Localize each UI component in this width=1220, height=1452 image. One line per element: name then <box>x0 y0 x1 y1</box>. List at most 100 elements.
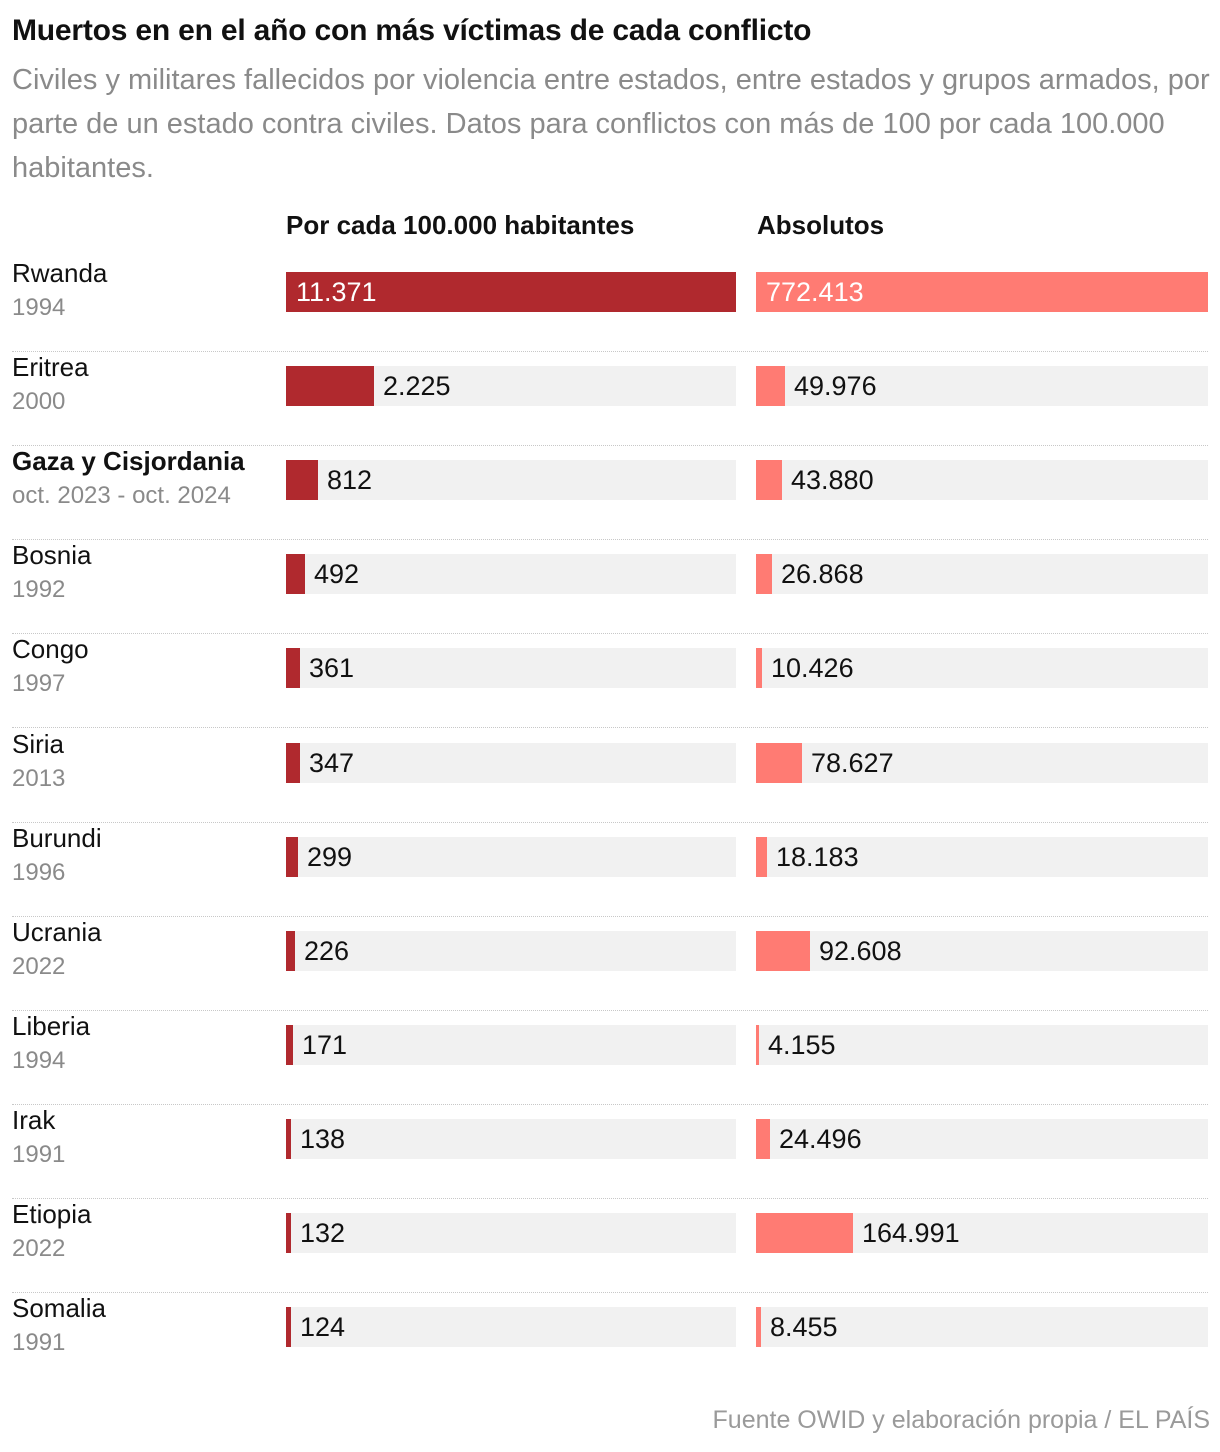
period-label: 2022 <box>12 1235 66 1262</box>
per-capita-bar-track: 171 <box>286 1025 736 1065</box>
column-header-per-capita: Por cada 100.000 habitantes <box>286 210 635 240</box>
per-capita-value-label: 299 <box>307 842 353 872</box>
table-row: Etiopia 2022 132 164.991 <box>12 1199 1208 1293</box>
per-capita-value-label: 347 <box>309 748 355 778</box>
country-label: Siria <box>12 729 65 759</box>
table-row: Liberia 1994 171 4.155 <box>12 1011 1208 1105</box>
per-capita-bar <box>286 648 300 688</box>
per-capita-value-label: 492 <box>314 559 360 589</box>
chart-subtitle: Civiles y militares fallecidos por viole… <box>12 64 1210 184</box>
absolute-bar <box>756 460 782 500</box>
per-capita-value-label: 226 <box>304 936 350 966</box>
chart-title: Muertos en en el año con más víctimas de… <box>12 14 812 47</box>
period-label: 1992 <box>12 576 66 603</box>
country-label: Bosnia <box>12 540 92 570</box>
absolute-bar <box>756 1119 770 1159</box>
absolute-value-label: 43.880 <box>791 465 874 495</box>
per-capita-value-label: 812 <box>327 465 373 495</box>
period-label: 1991 <box>12 1329 66 1356</box>
table-row: Ucrania 2022 226 92.608 <box>12 917 1208 1011</box>
per-capita-bar-track: 11.371 <box>286 272 736 312</box>
per-capita-bar-track: 347 <box>286 743 736 783</box>
table-row: Eritrea 2000 2.225 49.976 <box>12 352 1208 446</box>
row-divider <box>12 351 1208 352</box>
per-capita-bar-track: 132 <box>286 1213 736 1253</box>
table-row: Gaza y Cisjordania oct. 2023 - oct. 2024 8… <box>12 446 1208 540</box>
per-capita-bar-track: 492 <box>286 554 736 594</box>
period-label: 1991 <box>12 1141 66 1168</box>
source-note: Fuente OWID y elaboración propia / EL PA… <box>712 1406 1210 1434</box>
country-label: Etiopia <box>12 1199 92 1229</box>
absolute-bar <box>756 931 810 971</box>
per-capita-bar <box>286 931 295 971</box>
absolute-value-label: 4.155 <box>768 1030 836 1060</box>
per-capita-bar <box>286 1307 291 1347</box>
absolute-value-label: 49.976 <box>794 371 877 401</box>
row-divider <box>12 916 1208 917</box>
table-row: Irak 1991 138 24.496 <box>12 1105 1208 1199</box>
absolute-value-label: 10.426 <box>771 653 854 683</box>
per-capita-value-label: 124 <box>300 1312 346 1342</box>
absolute-bar-track: 4.155 <box>756 1025 1208 1065</box>
period-label: oct. 2023 - oct. 2024 <box>12 482 231 509</box>
table-row: Siria 2013 347 78.627 <box>12 729 1208 823</box>
per-capita-bar-track: 226 <box>286 931 736 971</box>
per-capita-bar <box>286 460 318 500</box>
per-capita-value-label: 138 <box>300 1124 346 1154</box>
absolute-bar <box>756 1025 759 1065</box>
absolute-bar <box>756 1213 853 1253</box>
per-capita-bar <box>286 837 298 877</box>
absolute-value-label: 772.413 <box>766 277 864 307</box>
per-capita-bar-track: 2.225 <box>286 366 736 406</box>
absolute-value-label: 26.868 <box>781 559 864 589</box>
country-label: Rwanda <box>12 258 108 288</box>
per-capita-bar-track: 361 <box>286 648 736 688</box>
country-label: Congo <box>12 634 89 664</box>
per-capita-bar-track: 812 <box>286 460 736 500</box>
absolute-bar <box>756 554 772 594</box>
row-divider <box>12 1104 1208 1105</box>
country-label: Somalia <box>12 1293 106 1323</box>
absolute-value-label: 92.608 <box>819 936 902 966</box>
absolute-bar-track: 78.627 <box>756 743 1208 783</box>
period-label: 2022 <box>12 953 66 980</box>
period-label: 1994 <box>12 1047 66 1074</box>
per-capita-bar <box>286 272 736 312</box>
absolute-bar <box>756 366 785 406</box>
absolute-bar-track: 26.868 <box>756 554 1208 594</box>
absolute-bar-track: 10.426 <box>756 648 1208 688</box>
row-divider <box>12 727 1208 728</box>
absolute-value-label: 8.455 <box>770 1312 838 1342</box>
period-label: 1996 <box>12 859 66 886</box>
absolute-bar <box>756 743 802 783</box>
row-divider <box>12 633 1208 634</box>
absolute-bar-track: 43.880 <box>756 460 1208 500</box>
per-capita-bar <box>286 743 300 783</box>
per-capita-bar-track: 138 <box>286 1119 736 1159</box>
absolute-value-label: 164.991 <box>862 1218 960 1248</box>
country-label: Ucrania <box>12 917 102 947</box>
per-capita-bar <box>286 1025 293 1065</box>
absolute-bar <box>756 1307 761 1347</box>
per-capita-value-label: 361 <box>309 653 355 683</box>
period-label: 2013 <box>12 765 66 792</box>
absolute-bar <box>756 648 762 688</box>
per-capita-bar-track: 124 <box>286 1307 736 1347</box>
absolute-value-label: 18.183 <box>776 842 859 872</box>
country-label: Irak <box>12 1105 56 1135</box>
per-capita-value-label: 171 <box>302 1030 348 1060</box>
table-row: Somalia 1991 124 8.455 <box>12 1293 1208 1387</box>
column-header-absolute: Absolutos <box>757 210 885 240</box>
absolute-bar-track: 8.455 <box>756 1307 1208 1347</box>
absolute-bar-track: 772.413 <box>756 272 1208 312</box>
country-label: Liberia <box>12 1011 91 1041</box>
absolute-bar-track: 18.183 <box>756 837 1208 877</box>
per-capita-bar <box>286 554 305 594</box>
absolute-bar <box>756 837 767 877</box>
period-label: 2000 <box>12 388 66 415</box>
absolute-bar-track: 49.976 <box>756 366 1208 406</box>
absolute-bar-track: 92.608 <box>756 931 1208 971</box>
country-label: Gaza y Cisjordania <box>12 446 245 476</box>
period-label: 1997 <box>12 670 66 697</box>
absolute-value-label: 78.627 <box>811 748 894 778</box>
